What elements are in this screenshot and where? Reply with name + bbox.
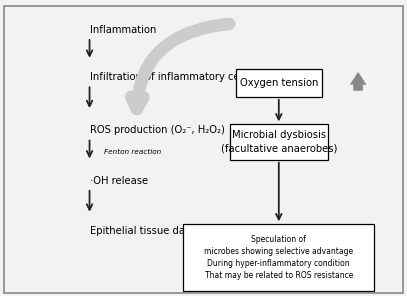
FancyBboxPatch shape [236,69,322,97]
Text: Epithelial tissue damage: Epithelial tissue damage [90,226,213,236]
Text: ROS production (O₂⁻, H₂O₂): ROS production (O₂⁻, H₂O₂) [90,125,224,135]
Text: Infiltration of inflammatory cells: Infiltration of inflammatory cells [90,72,250,82]
Text: Inflammation: Inflammation [90,25,156,35]
FancyBboxPatch shape [230,124,328,160]
FancyBboxPatch shape [183,224,374,291]
Text: ·OH release: ·OH release [90,176,148,186]
Text: Microbial dysbiosis
(facultative anaerobes): Microbial dysbiosis (facultative anaerob… [221,131,337,154]
Text: Fenton reaction: Fenton reaction [104,149,161,155]
Text: Speculation of
microbes showing selective advantage
During hyper-inflammatory co: Speculation of microbes showing selectiv… [204,235,353,280]
Text: Oxygen tension: Oxygen tension [240,78,318,88]
Polygon shape [350,73,366,90]
